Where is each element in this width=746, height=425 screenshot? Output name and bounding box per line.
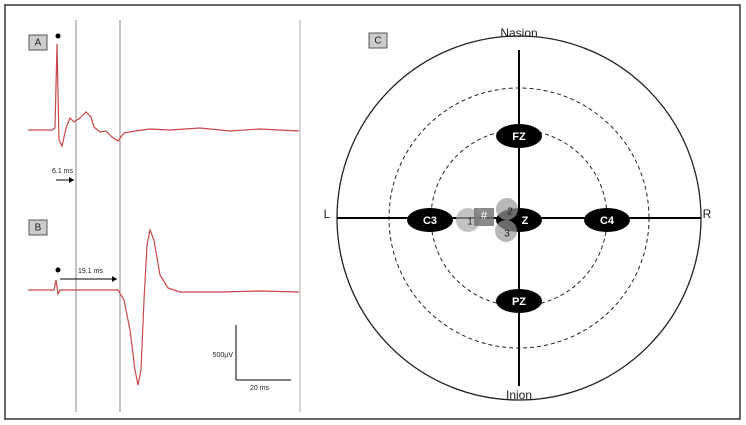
arrowhead (112, 276, 117, 282)
nasion-label: Nasion (500, 26, 537, 40)
label: A (35, 38, 42, 49)
panel-label-a: A (28, 34, 48, 51)
stim-site (474, 208, 494, 226)
electrode-label: C3 (423, 215, 437, 227)
latency-label: 19.1 ms (78, 268, 103, 275)
marker-label: 3 (504, 229, 510, 240)
marker-label: 2 (507, 207, 513, 218)
electrode-label: C4 (600, 215, 615, 227)
panel-label-c: C (368, 32, 388, 49)
electrode: C4 (584, 208, 630, 232)
stimulus-dot (55, 33, 61, 39)
latency-label: 6.1 ms (52, 168, 74, 175)
panel-label-b: B (28, 219, 48, 236)
scale-amplitude: 500µV (213, 352, 234, 359)
head-diagram: C Nasion Inion L R FZ C3 C4 PZ (324, 26, 712, 402)
marker-label: # (481, 210, 488, 222)
electrode: PZ (496, 289, 542, 313)
trace-a (28, 43, 300, 148)
trace-panel: A 6.1 ms B 19.1 ms 500µV 20 ms (28, 20, 301, 412)
label: C (374, 36, 381, 47)
electrode: FZ (496, 124, 542, 148)
stim-site (495, 220, 517, 242)
left-label: L (324, 207, 331, 221)
stimulus-dot (55, 267, 61, 273)
marker-label: 1 (467, 217, 473, 228)
scale-time: 20 ms (250, 385, 270, 392)
label: B (35, 223, 42, 234)
figure-border (4, 4, 741, 420)
inion-label: Inion (506, 388, 532, 402)
electrode-label: PZ (512, 296, 526, 308)
right-label: R (703, 207, 712, 221)
electrode: C3 (407, 208, 453, 232)
electrode-label: FZ (512, 131, 526, 143)
stim-site (496, 198, 518, 220)
trace-b (28, 227, 300, 386)
electrode-label: Z (522, 215, 529, 227)
arrowhead (69, 177, 74, 183)
